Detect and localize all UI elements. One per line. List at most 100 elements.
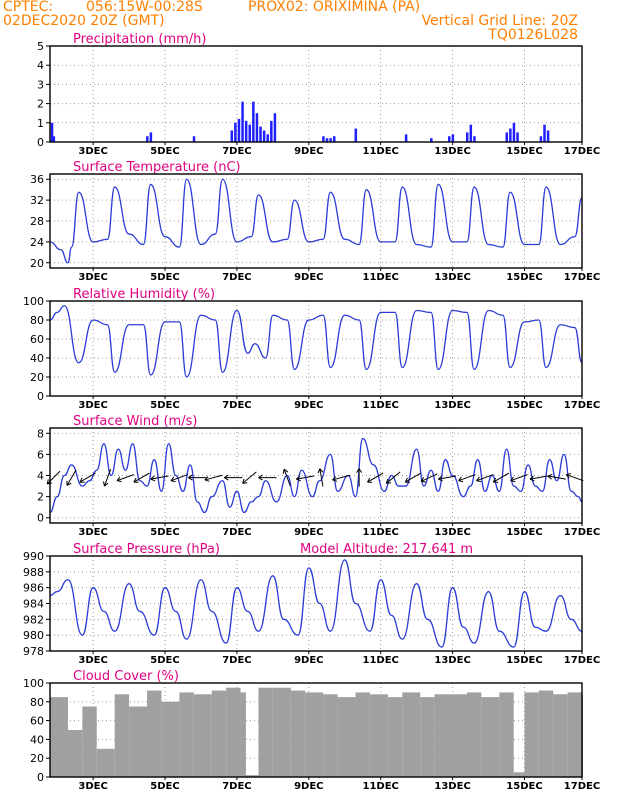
- wind-x-tick-label: 13DEC: [434, 527, 470, 538]
- wind-panel: Surface Wind (m/s) 0 2 4 6 8 3DEC 5DEC 7DEC 9DEC 1…: [37, 414, 600, 538]
- precip-bar: [266, 134, 269, 142]
- temperature-y-tick-label: 36: [30, 173, 44, 186]
- precip-bar: [50, 122, 54, 142]
- precip-bar: [325, 138, 329, 142]
- cloud-bar: [147, 690, 162, 777]
- humidity-plot-frame: [49, 300, 583, 397]
- precip-bar: [192, 136, 196, 142]
- cloud-cover-x-tick-label: 7DEC: [222, 781, 251, 792]
- pressure-y-tick-label: 986: [23, 582, 44, 595]
- wind-arrow: [492, 472, 510, 483]
- wind-x-tick-label: 17DEC: [564, 527, 600, 538]
- cloud-bar: [67, 730, 83, 777]
- wind-arrow: [79, 472, 96, 483]
- wind-y-tick-label: 0: [37, 512, 44, 525]
- precip-bar: [512, 122, 516, 142]
- pressure-title: Surface Pressure (hPa): [73, 542, 220, 557]
- wind-arrow: [46, 470, 61, 485]
- cloud-bar: [420, 697, 435, 777]
- temperature-y-tick-label: 20: [30, 257, 44, 270]
- wind-y-tick-label: 2: [37, 491, 44, 504]
- cloud-bar: [245, 775, 259, 777]
- precipitation-panel: Precipitation (mm/h) 0 1 2 3 4 5 3DEC 5DEC 7DEC 9D…: [37, 32, 600, 157]
- precip-bar: [270, 120, 273, 142]
- cloud-bar: [129, 706, 148, 777]
- precipitation-x-tick-label: 7DEC: [222, 146, 251, 157]
- precip-bar: [230, 130, 234, 142]
- wind-arrow: [188, 474, 207, 481]
- precip-bar: [448, 136, 451, 142]
- header-model-code: TQ0126L028: [488, 27, 578, 43]
- pressure-x-tick-label: 11DEC: [363, 655, 399, 666]
- cloud-cover-y-tick-label: 0: [37, 771, 44, 784]
- precip-bar: [404, 134, 408, 142]
- temperature-x-tick-label: 17DEC: [564, 272, 600, 283]
- temperature-x-tick-label: 9DEC: [294, 272, 323, 283]
- precipitation-x-tick-label: 3DEC: [78, 146, 107, 157]
- pressure-x-tick-label: 15DEC: [506, 655, 542, 666]
- wind-arrow: [510, 474, 528, 483]
- cloud-bar: [387, 697, 403, 777]
- precipitation-x-tick-label: 17DEC: [564, 146, 600, 157]
- precipitation-y-tick-label: 2: [37, 98, 44, 111]
- wind-arrow: [332, 474, 350, 482]
- cloud-bar: [449, 694, 467, 777]
- header-source: CPTEC:: [3, 0, 54, 15]
- humidity-x-tick-label: 9DEC: [294, 400, 323, 411]
- precip-bar: [273, 113, 277, 142]
- cloud-cover-x-tick-label: 5DEC: [150, 781, 179, 792]
- pressure-y-tick-label: 984: [23, 598, 44, 611]
- humidity-y-tick-label: 0: [37, 390, 44, 403]
- temperature-x-tick-label: 11DEC: [363, 272, 399, 283]
- precipitation-y-tick-label: 0: [37, 136, 44, 149]
- header-location: 056:15W-00:28S: [86, 0, 203, 15]
- humidity-y-tick-label: 100: [23, 295, 44, 308]
- cloud-bar: [337, 697, 356, 777]
- header-grid-note: Vertical Grid Line: 20Z: [421, 13, 578, 29]
- precip-bar: [149, 132, 153, 142]
- temperature-x-tick-label: 13DEC: [434, 272, 470, 283]
- precip-bar: [509, 128, 512, 142]
- cloud-bar: [179, 692, 194, 777]
- humidity-x-tick-label: 11DEC: [363, 400, 399, 411]
- temperature-title: Surface Temperature (nC): [73, 160, 241, 175]
- temperature-x-tick-label: 15DEC: [506, 272, 542, 283]
- humidity-x-tick-label: 7DEC: [222, 400, 251, 411]
- pressure-y-tick-label: 982: [23, 613, 44, 626]
- wind-arrow: [420, 473, 438, 483]
- temperature-y-tick-label: 32: [30, 194, 44, 207]
- wind-arrow: [133, 472, 150, 483]
- cloud-bar: [434, 694, 449, 777]
- wind-arrow: [282, 468, 291, 487]
- cloud-bar: [538, 690, 554, 777]
- precip-bar: [241, 101, 244, 142]
- wind-arrow: [204, 474, 223, 482]
- pressure-y-tick-label: 978: [23, 645, 44, 658]
- wind-arrow: [565, 473, 584, 482]
- wind-arrow: [150, 475, 169, 482]
- cloud-bar: [96, 748, 115, 777]
- precip-bar: [465, 132, 469, 142]
- cloud-bar: [240, 692, 246, 777]
- wind-arrow: [317, 468, 324, 487]
- precip-bar: [237, 118, 241, 142]
- pressure-panel: Surface Pressure (hPa) Model Altitude: 21…: [23, 542, 600, 666]
- cloud-bar: [161, 701, 180, 777]
- precipitation-y-tick-label: 5: [37, 40, 44, 53]
- wind-arrow: [529, 475, 548, 482]
- precipitation-x-tick-label: 5DEC: [150, 146, 179, 157]
- cloud-cover-x-tick-label: 11DEC: [363, 781, 399, 792]
- temperature-x-tick-label: 7DEC: [222, 272, 251, 283]
- cloud-bar: [524, 692, 539, 777]
- precip-bar: [248, 124, 251, 142]
- cloud-cover-y-tick-label: 80: [30, 696, 44, 709]
- precip-bar: [146, 136, 149, 142]
- wind-arrow: [66, 469, 77, 486]
- cloud-bar: [50, 697, 68, 777]
- precip-bar: [430, 138, 433, 142]
- temperature-x-tick-label: 5DEC: [150, 272, 179, 283]
- precipitation-plot-frame: [49, 45, 583, 143]
- wind-title: Surface Wind (m/s): [73, 414, 197, 429]
- wind-arrow: [242, 471, 257, 484]
